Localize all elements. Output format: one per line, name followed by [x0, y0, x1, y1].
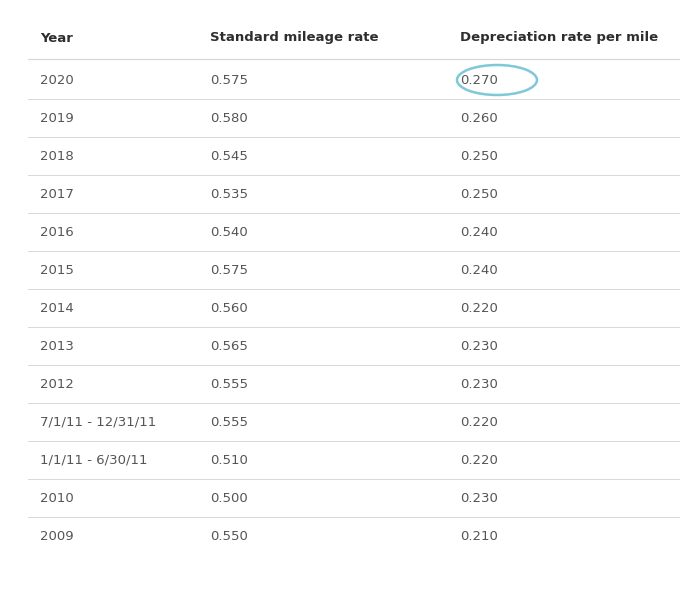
Text: 0.560: 0.560 — [210, 301, 248, 314]
Text: 0.240: 0.240 — [460, 263, 498, 276]
Text: Year: Year — [40, 31, 73, 44]
Text: 0.575: 0.575 — [210, 263, 248, 276]
Text: 0.510: 0.510 — [210, 453, 248, 466]
Text: 0.250: 0.250 — [460, 150, 498, 162]
Text: 2015: 2015 — [40, 263, 74, 276]
Text: 2014: 2014 — [40, 301, 74, 314]
Text: 2009: 2009 — [40, 529, 74, 542]
Text: Depreciation rate per mile: Depreciation rate per mile — [460, 31, 658, 44]
Text: 0.270: 0.270 — [460, 73, 498, 86]
Text: 0.540: 0.540 — [210, 226, 248, 239]
Text: 0.500: 0.500 — [210, 491, 248, 504]
Text: 0.230: 0.230 — [460, 378, 498, 391]
Text: 2012: 2012 — [40, 378, 74, 391]
Text: 0.220: 0.220 — [460, 301, 498, 314]
Text: 0.550: 0.550 — [210, 529, 248, 542]
Text: 0.555: 0.555 — [210, 378, 248, 391]
Text: 2016: 2016 — [40, 226, 74, 239]
Text: 0.220: 0.220 — [460, 453, 498, 466]
Text: 0.575: 0.575 — [210, 73, 248, 86]
Text: 0.260: 0.260 — [460, 111, 498, 124]
Text: 0.580: 0.580 — [210, 111, 248, 124]
Text: 0.230: 0.230 — [460, 339, 498, 352]
Text: 0.250: 0.250 — [460, 188, 498, 201]
Text: Standard mileage rate: Standard mileage rate — [210, 31, 379, 44]
Text: 0.545: 0.545 — [210, 150, 248, 162]
Text: 2018: 2018 — [40, 150, 74, 162]
Text: 2019: 2019 — [40, 111, 74, 124]
Text: 1/1/11 - 6/30/11: 1/1/11 - 6/30/11 — [40, 453, 148, 466]
Text: 0.535: 0.535 — [210, 188, 248, 201]
Text: 2020: 2020 — [40, 73, 74, 86]
Text: 0.240: 0.240 — [460, 226, 498, 239]
Text: 2010: 2010 — [40, 491, 74, 504]
Text: 0.220: 0.220 — [460, 416, 498, 429]
Text: 0.555: 0.555 — [210, 416, 248, 429]
Text: 0.210: 0.210 — [460, 529, 498, 542]
Text: 7/1/11 - 12/31/11: 7/1/11 - 12/31/11 — [40, 416, 156, 429]
Text: 2017: 2017 — [40, 188, 74, 201]
Text: 0.230: 0.230 — [460, 491, 498, 504]
Text: 2013: 2013 — [40, 339, 74, 352]
Text: 0.565: 0.565 — [210, 339, 248, 352]
